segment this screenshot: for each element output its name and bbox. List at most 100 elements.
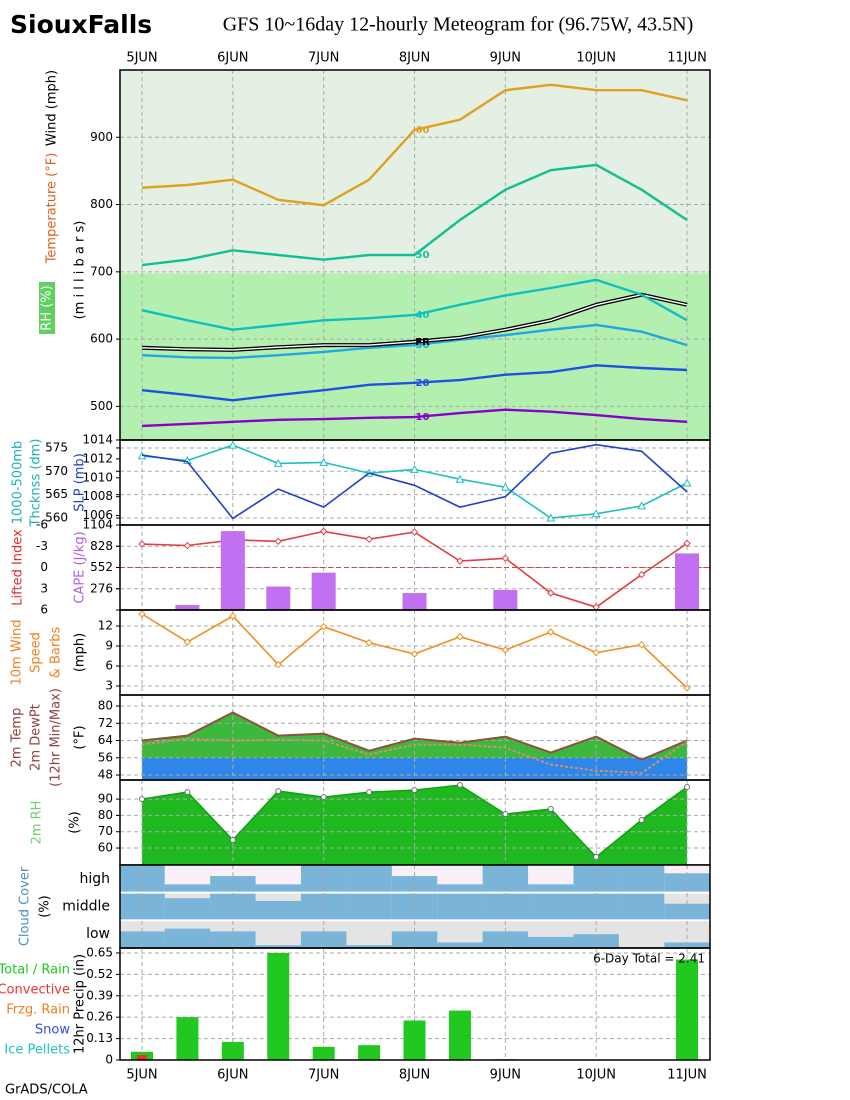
cloud-block	[437, 884, 483, 893]
marker	[228, 440, 238, 449]
y2-axis-label: CAPE (J/kg)	[73, 531, 88, 603]
cloud-row-label: high	[79, 871, 110, 887]
rh-legend	[39, 282, 55, 334]
marker	[275, 788, 282, 795]
cloud-block	[164, 884, 211, 893]
line	[141, 737, 688, 774]
annotation: 6-Day Total = 2.41	[593, 952, 705, 966]
y-tick-label: 560	[45, 510, 68, 524]
cloud-block	[300, 931, 347, 948]
marker	[637, 501, 646, 510]
marker	[456, 557, 464, 565]
y-tick-label: 3	[105, 679, 113, 693]
bar	[220, 531, 245, 610]
cloud-row-label: low	[86, 926, 110, 942]
y2-tick-label: 1012	[82, 451, 113, 465]
y-tick-label: 600	[90, 332, 113, 346]
contour-label: 60	[416, 125, 430, 136]
y-tick-label: 72	[98, 716, 113, 730]
legend-entry: Frzg. Rain	[6, 1003, 70, 1018]
x-tick-label-bottom: 9JUN	[490, 1068, 521, 1083]
legend-entry: Ice Pellets	[4, 1043, 70, 1058]
location: SiouxFalls	[10, 10, 152, 39]
marker	[501, 482, 510, 491]
bar	[358, 1045, 381, 1060]
line	[141, 163, 688, 267]
x-tick-label-top: 8JUN	[399, 51, 430, 66]
marker	[682, 478, 692, 487]
y-tick-label: 80	[98, 808, 113, 822]
y-tick-label: 0.52	[86, 967, 113, 981]
cloud-block	[210, 876, 256, 893]
y-tick-label: 570	[45, 464, 68, 478]
x-tick-label-top: 7JUN	[308, 51, 339, 66]
y-axis-label: RH (%)	[40, 285, 55, 330]
y-tick-label: 900	[90, 130, 113, 144]
bar	[403, 1020, 426, 1060]
marker	[456, 782, 463, 789]
marker	[501, 554, 510, 562]
y2-tick-label: 828	[90, 539, 113, 553]
y-tick-label: 64	[98, 733, 113, 747]
y2-tick-label: 1006	[82, 508, 113, 522]
contour-label: 50	[416, 250, 430, 261]
x-tick-label-bottom: 10JUN	[576, 1068, 616, 1083]
cloud-block	[391, 876, 438, 893]
line	[141, 364, 688, 402]
marker	[183, 638, 192, 646]
marker	[501, 646, 510, 654]
y-axis-label: Speed	[29, 632, 44, 673]
y-tick-label: 6	[105, 659, 113, 673]
y2-axis-label: (%)	[38, 895, 53, 918]
cloud-block	[618, 865, 665, 893]
y-tick-label: 80	[98, 699, 113, 713]
y-axis-label: (12hr Min/Max)	[49, 688, 64, 787]
y-axis-label: Lifted Index	[11, 529, 26, 606]
y-tick-label: 56	[98, 750, 113, 764]
line	[141, 711, 688, 761]
y-axis-label: 12hr Precip (in)	[73, 954, 88, 1054]
y2-axis-label: SLP (mb)	[73, 453, 88, 512]
cloud-block	[664, 903, 710, 921]
bar	[266, 586, 291, 610]
bar	[137, 1055, 147, 1060]
y2-tick-label: 552	[90, 560, 113, 574]
cloud-block	[346, 865, 392, 893]
y-tick-label: 565	[45, 487, 68, 501]
y-axis-label: 10m Wind	[10, 619, 25, 685]
marker	[274, 537, 282, 545]
cloud-block	[255, 884, 301, 893]
contour-label: 10	[416, 412, 430, 423]
x-tick-label-top: 5JUN	[126, 51, 157, 66]
bar	[402, 593, 427, 610]
y-axis-label: (m i l l i b a r s)	[73, 221, 88, 320]
cloud-block	[528, 892, 574, 921]
y-tick-label: 9	[105, 639, 113, 653]
marker	[547, 589, 555, 597]
y2-axis-label: (°F)	[73, 725, 88, 749]
y-tick-label: 0.13	[86, 1031, 113, 1045]
contour-label: 40	[416, 310, 430, 321]
marker	[592, 648, 600, 657]
y-axis-label: 2m RH	[30, 801, 45, 845]
cloud-block	[482, 931, 529, 948]
y-tick-label: 700	[90, 264, 113, 278]
y-tick-label: 800	[90, 197, 113, 211]
cloud-block	[346, 945, 392, 948]
y2-tick-label: 276	[90, 581, 113, 595]
title: GFS 10~16day 12-hourly Meteogram for (96…	[223, 14, 694, 36]
bar	[448, 1010, 471, 1060]
marker	[410, 650, 419, 658]
bar	[176, 1017, 199, 1060]
marker	[319, 622, 328, 631]
cloud-block	[528, 936, 574, 948]
marker	[139, 796, 145, 803]
x-tick-label-top: 6JUN	[217, 51, 248, 66]
y-tick-label: 500	[90, 399, 113, 413]
x-tick-label-bottom: 8JUN	[399, 1068, 430, 1083]
marker	[273, 458, 283, 467]
y-axis-label: 1000-500mb	[11, 441, 26, 525]
y-axis-label: Wind (mph)	[45, 70, 60, 146]
marker	[319, 527, 328, 536]
